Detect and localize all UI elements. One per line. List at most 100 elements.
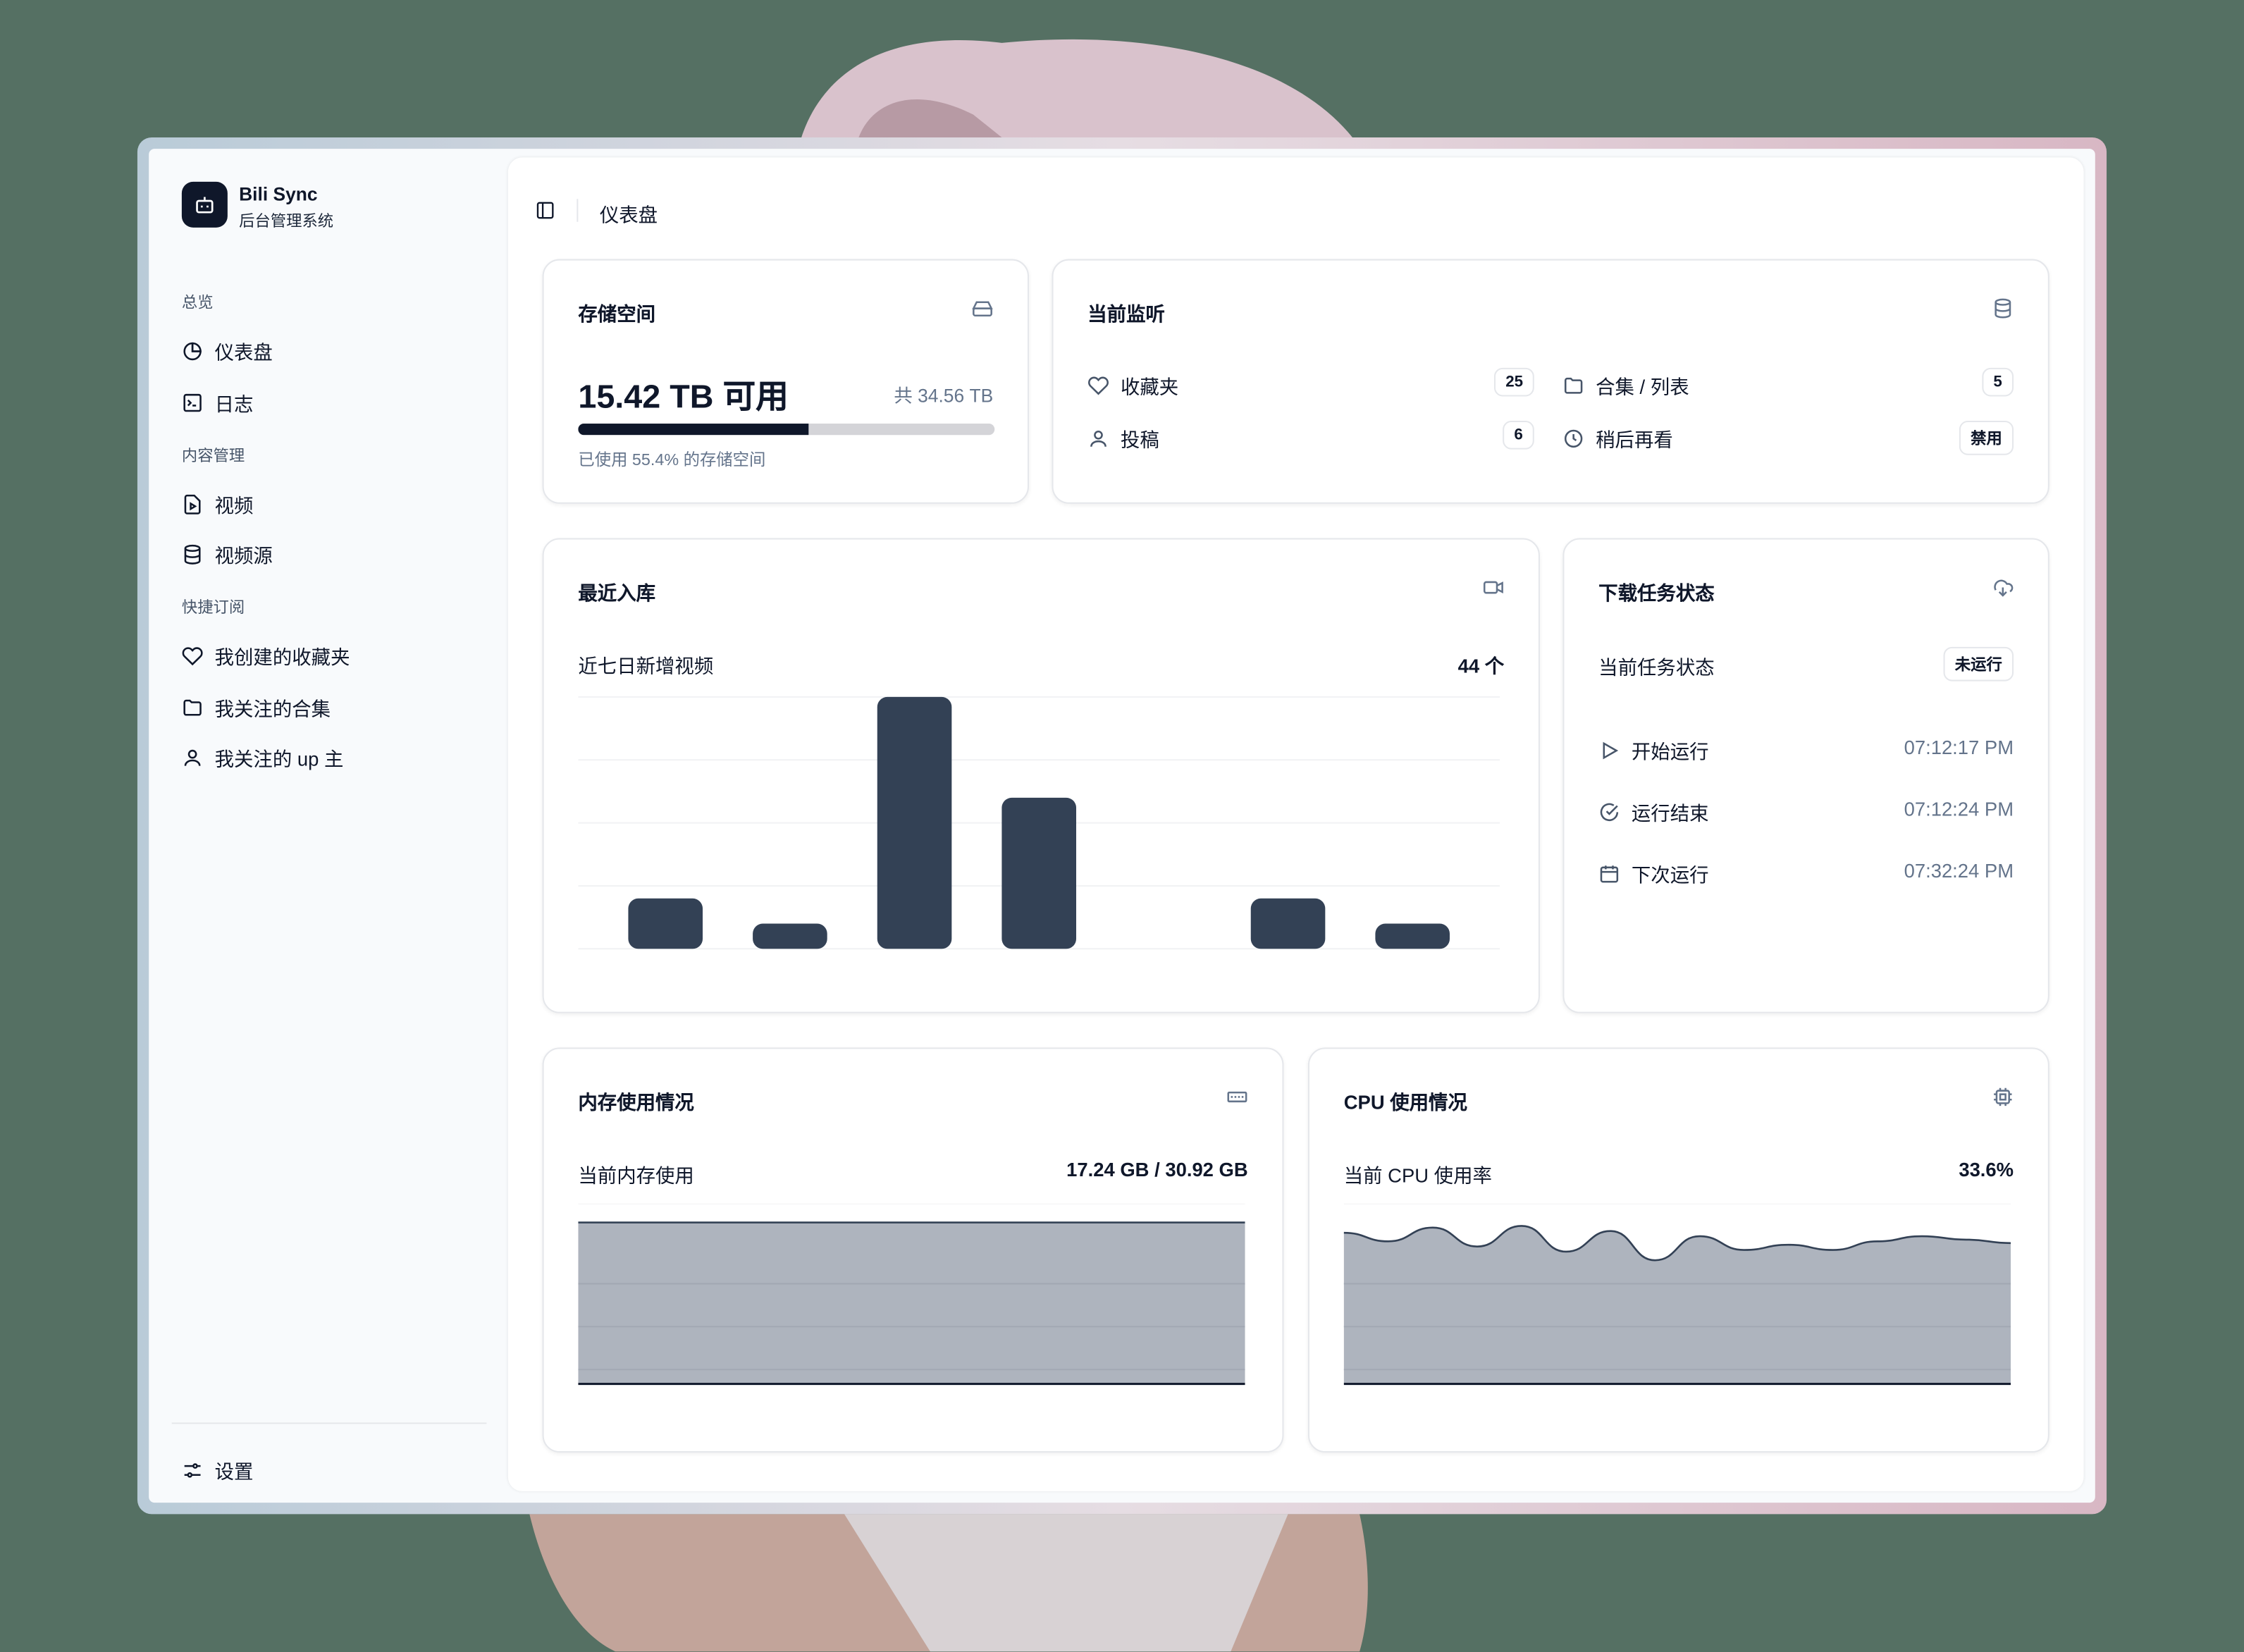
- group-content: 内容管理: [181, 448, 245, 465]
- count-badge: 6: [1503, 420, 1535, 450]
- settings-sliders-icon: [184, 1462, 201, 1477]
- area-fill: [1343, 1226, 2011, 1384]
- task-time: 07:32:24 PM: [1904, 860, 2014, 882]
- sidebar-item-label: 我关注的合集: [214, 698, 331, 720]
- video-icon: [1483, 581, 1503, 594]
- bar: [1375, 923, 1450, 949]
- memory-value: 17.24 GB / 30.92 GB: [1066, 1159, 1248, 1181]
- monitor-collections[interactable]: 合集 / 列表: [1562, 371, 1689, 400]
- terminal-icon: [183, 393, 202, 412]
- user-icon: [184, 748, 201, 765]
- bar: [753, 923, 827, 949]
- heart-icon: [1088, 376, 1109, 395]
- database-icon: [184, 543, 201, 564]
- heart-icon: [182, 646, 203, 665]
- area-fill: [578, 1222, 1245, 1384]
- recent-label: 近七日新增视频: [578, 655, 714, 677]
- cpu-icon: [1994, 1087, 2012, 1107]
- bar: [628, 898, 703, 949]
- memory-stick-icon: [1227, 1091, 1247, 1103]
- cloud-download-icon: [1994, 579, 2014, 597]
- folder-icon: [1564, 376, 1583, 393]
- storage-available: 15.42 TB 可用: [578, 378, 789, 415]
- storage-used-text: 已使用 55.4% 的存储空间: [578, 452, 766, 470]
- task-start: 开始运行: [1598, 736, 1709, 765]
- header-divider: [577, 199, 579, 222]
- storage-card: 存储空间 15.42 TB 可用 共 34.56 TB 已使用 55.4% 的存…: [542, 259, 1030, 504]
- task-label: 开始运行: [1631, 741, 1709, 763]
- sidebar-item-favorites[interactable]: 我创建的收藏夹: [182, 639, 350, 673]
- play-icon: [1603, 741, 1619, 759]
- task-status-badge: 未运行: [1943, 646, 2014, 682]
- app-subtitle: 后台管理系统: [239, 213, 334, 230]
- monitor-watch-later[interactable]: 稍后再看: [1562, 424, 1673, 452]
- task-label: 下次运行: [1631, 864, 1709, 886]
- monitor-label: 投稿: [1120, 429, 1159, 451]
- sidebar-item-label: 设置: [214, 1461, 254, 1483]
- task-end: 运行结束: [1598, 797, 1709, 826]
- sidebar-item-videos[interactable]: 视频: [182, 486, 254, 521]
- sidebar-item-label: 日志: [214, 393, 254, 415]
- card-title: 最近入库: [578, 582, 656, 604]
- app-name: Bili Sync: [239, 183, 318, 205]
- cpu-card: CPU 使用情况 当前 CPU 使用率 33.6%: [1307, 1047, 2049, 1453]
- database-icon: [1995, 298, 2011, 319]
- group-overview: 总览: [181, 295, 214, 312]
- task-time: 07:12:24 PM: [1904, 799, 2014, 820]
- recent-card: 最近入库 近七日新增视频 44 个: [542, 538, 1540, 1013]
- monitor-favorites[interactable]: 收藏夹: [1087, 371, 1178, 400]
- file-video-icon: [184, 493, 201, 514]
- task-next: 下次运行: [1598, 858, 1709, 887]
- breadcrumb: 仪表盘: [599, 204, 658, 226]
- sidebar-item-label: 我创建的收藏夹: [214, 646, 350, 669]
- sidebar-toggle-icon[interactable]: [535, 200, 555, 220]
- area-line: [1343, 1225, 2011, 1262]
- bar-chart: [578, 696, 1500, 950]
- monitor-label: 稍后再看: [1596, 429, 1673, 451]
- sidebar-divider: [171, 1422, 487, 1424]
- storage-total: 共 34.56 TB: [894, 385, 994, 407]
- count-badge: 25: [1493, 367, 1535, 397]
- sidebar-item-label: 视频源: [214, 545, 273, 567]
- card-title: 下载任务状态: [1598, 582, 1715, 604]
- cpu-area-chart: [1343, 1203, 2011, 1386]
- sidebar-item-collections[interactable]: 我关注的合集: [182, 690, 331, 725]
- sidebar-item-logs[interactable]: 日志: [182, 385, 254, 419]
- sidebar-item-settings[interactable]: 设置: [182, 1453, 254, 1487]
- sidebar-item-uploaders[interactable]: 我关注的 up 主: [182, 740, 343, 775]
- memory-label: 当前内存使用: [578, 1164, 694, 1187]
- monitor-label: 收藏夹: [1120, 376, 1179, 398]
- monitor-card: 当前监听 收藏夹 25 合集 / 列表 5 投稿 6 稍后再看 禁用: [1052, 259, 2049, 504]
- bar: [1250, 898, 1326, 949]
- group-subscriptions: 快捷订阅: [181, 599, 245, 617]
- monitor-submissions[interactable]: 投稿: [1087, 424, 1159, 452]
- bar: [1001, 797, 1077, 949]
- bar: [877, 696, 952, 949]
- calendar-icon: [1600, 865, 1619, 882]
- cpu-label: 当前 CPU 使用率: [1343, 1164, 1492, 1187]
- check-circle-icon: [1600, 802, 1619, 820]
- sidebar-item-sources[interactable]: 视频源: [182, 536, 273, 571]
- bot-icon: [181, 181, 228, 228]
- card-title: 内存使用情况: [578, 1092, 694, 1114]
- folder-icon: [183, 698, 202, 715]
- hard-drive-icon: [972, 301, 993, 317]
- task-card: 下载任务状态 当前任务状态 未运行 开始运行 07:12:17 PM 运行结束 …: [1562, 538, 2049, 1013]
- task-time: 07:12:17 PM: [1904, 736, 2014, 759]
- sidebar-item-label: 仪表盘: [214, 342, 273, 364]
- count-badge: 5: [1982, 367, 2014, 397]
- sidebar-item-dashboard[interactable]: 仪表盘: [182, 333, 273, 368]
- memory-card: 内存使用情况 当前内存使用 17.24 GB / 30.92 GB: [542, 1047, 1284, 1453]
- user-icon: [1090, 429, 1106, 446]
- task-status-label: 当前任务状态: [1598, 657, 1715, 679]
- status-badge: 禁用: [1959, 420, 2014, 455]
- sidebar-item-label: 视频: [214, 495, 254, 517]
- app-window: Bili Sync 后台管理系统 总览 仪表盘 日志 内容管理 视频 视频源 快…: [137, 137, 2107, 1515]
- recent-count: 44 个: [1457, 655, 1505, 677]
- monitor-label: 合集 / 列表: [1596, 376, 1689, 398]
- memory-area-chart: [578, 1203, 1245, 1386]
- card-title: 存储空间: [578, 303, 656, 325]
- clock-icon: [1564, 429, 1583, 448]
- task-label: 运行结束: [1631, 803, 1709, 825]
